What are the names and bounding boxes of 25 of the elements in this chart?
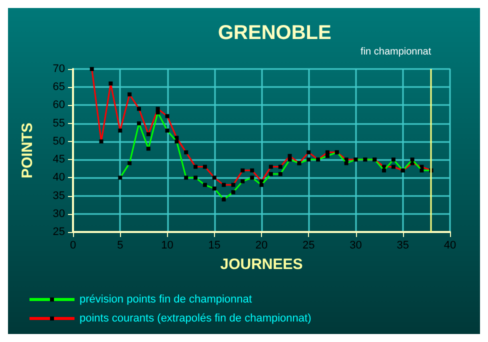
legend-label: points courants (extrapolés fin de championnat) bbox=[80, 312, 312, 324]
chart-title: GRENOBLE bbox=[218, 22, 332, 44]
y-tick-label: 70 bbox=[52, 63, 65, 75]
y-tick-label: 65 bbox=[52, 81, 65, 94]
y-tick-label: 50 bbox=[52, 135, 65, 148]
x-tick-label: 5 bbox=[117, 240, 124, 252]
y-tick-label: 45 bbox=[52, 154, 65, 166]
x-tick-label: 40 bbox=[444, 240, 456, 252]
x-tick-label: 25 bbox=[302, 240, 315, 252]
x-axis-title: JOURNEES bbox=[220, 256, 303, 273]
y-tick-label: 60 bbox=[52, 99, 65, 112]
x-tick-label: 20 bbox=[255, 240, 268, 252]
y-tick-label: 30 bbox=[52, 208, 65, 220]
ref-line-label: fin championnat bbox=[360, 46, 432, 58]
y-tick-label: 55 bbox=[52, 117, 65, 130]
x-tick-label: 0 bbox=[70, 240, 76, 252]
y-tick-label: 40 bbox=[52, 172, 65, 184]
x-tick-label: 30 bbox=[350, 240, 362, 252]
x-tick-label: 35 bbox=[396, 240, 409, 252]
y-tick-label: 35 bbox=[52, 190, 65, 202]
x-tick-label: 10 bbox=[161, 240, 174, 252]
y-tick-label: 25 bbox=[52, 226, 65, 238]
x-tick-label: 15 bbox=[208, 240, 220, 252]
y-axis-title: POINTS bbox=[19, 122, 36, 178]
legend-label: prévision points fin de championnat bbox=[80, 294, 252, 306]
